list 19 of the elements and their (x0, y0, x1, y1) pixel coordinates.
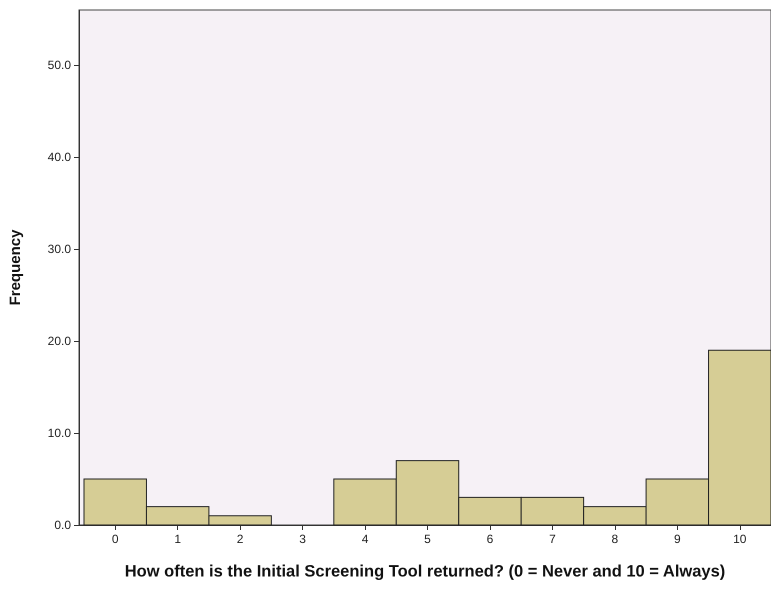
x-tick-label: 10 (733, 532, 747, 546)
x-axis-title: How often is the Initial Screening Tool returned? (0 = Never and 10 = Always) (124, 562, 726, 580)
y-tick-label: 40.0 (48, 150, 72, 164)
y-tick-label: 0.0 (54, 518, 72, 532)
x-tick-label: 1 (174, 532, 182, 546)
y-tick-label: 50.0 (48, 58, 72, 72)
y-tick-label: 30.0 (48, 242, 72, 256)
x-tick-label: 2 (236, 532, 244, 546)
x-tick-label: 5 (424, 532, 432, 546)
x-tick-label: 4 (362, 532, 369, 546)
x-tick-label: 9 (674, 532, 681, 546)
x-tick-label: 6 (486, 532, 494, 546)
y-tick-label: 10.0 (48, 426, 72, 440)
x-tick-label: 8 (612, 532, 619, 546)
y-tick-label: 20.0 (48, 334, 72, 348)
x-tick-label: 3 (299, 532, 306, 546)
y-axis-title: Frequency (7, 228, 24, 306)
x-tick-label: 7 (549, 532, 556, 546)
x-tick-label: 0 (112, 532, 119, 546)
